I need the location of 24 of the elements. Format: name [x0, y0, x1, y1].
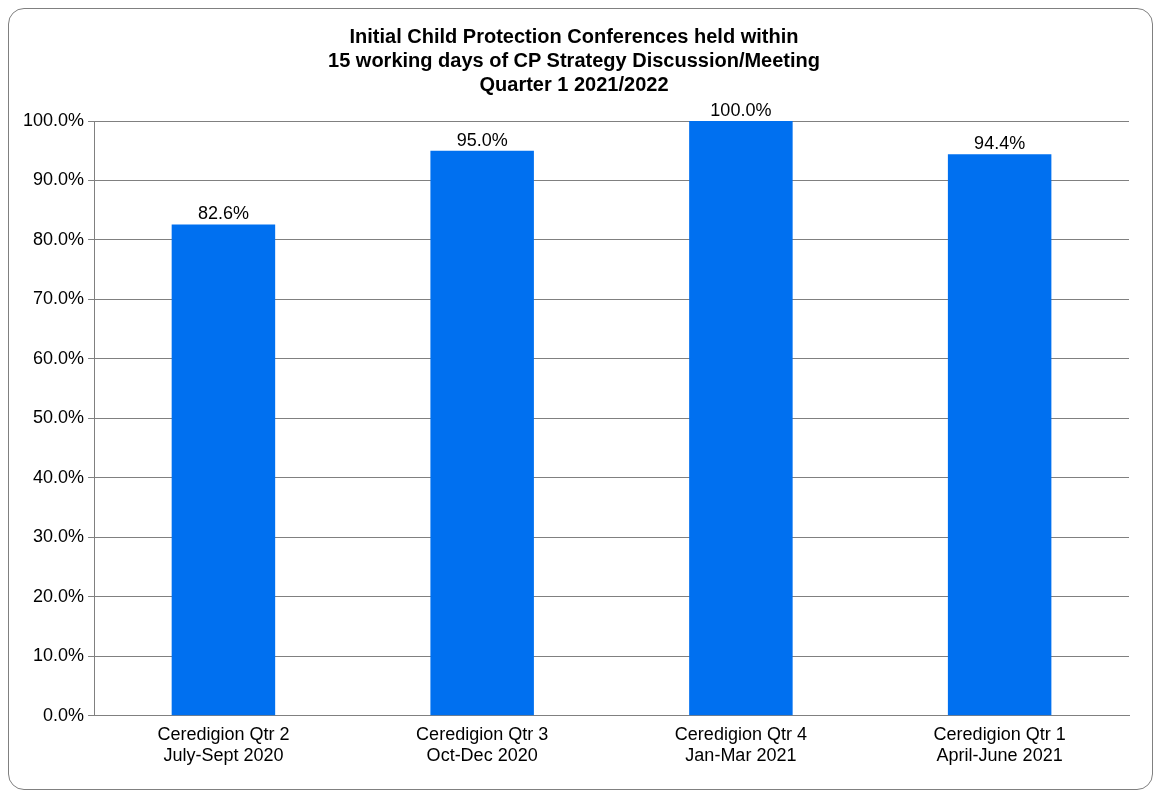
y-tick-label: 70.0%: [33, 288, 85, 309]
bar: [430, 150, 534, 716]
data-label: 100.0%: [710, 99, 772, 120]
x-tick-label: Ceredigion Qtr 3 Oct-Dec 2020: [416, 723, 549, 766]
y-tick-label: 30.0%: [33, 526, 85, 547]
x-tick-label: Ceredigion Qtr 1 April-June 2021: [933, 723, 1066, 766]
bar: [171, 224, 276, 716]
x-tick-label: Ceredigion Qtr 4 Jan-Mar 2021: [674, 723, 807, 766]
y-tick-label: 80.0%: [33, 228, 85, 249]
bar: [947, 154, 1052, 716]
y-tick-label: 90.0%: [33, 169, 85, 190]
y-tick-label: 20.0%: [33, 585, 85, 606]
data-label: 82.6%: [197, 203, 249, 224]
chart-title: Initial Child Protection Conferences held within 15 working days of CP Strategy Discussion/Meeting Quarter 1 2021/2022: [328, 24, 820, 95]
y-tick-label: 10.0%: [33, 645, 85, 666]
x-tick-label: Ceredigion Qtr 2 July-Sept 2020: [157, 723, 290, 766]
y-tick-label: 50.0%: [33, 407, 85, 428]
data-label: 95.0%: [456, 129, 508, 150]
y-tick-label: 0.0%: [43, 704, 85, 725]
data-label: 94.4%: [974, 133, 1026, 154]
bar: [689, 121, 793, 716]
y-tick-label: 40.0%: [33, 466, 85, 487]
y-tick-label: 60.0%: [33, 347, 85, 368]
y-tick-label: 100.0%: [22, 109, 85, 130]
